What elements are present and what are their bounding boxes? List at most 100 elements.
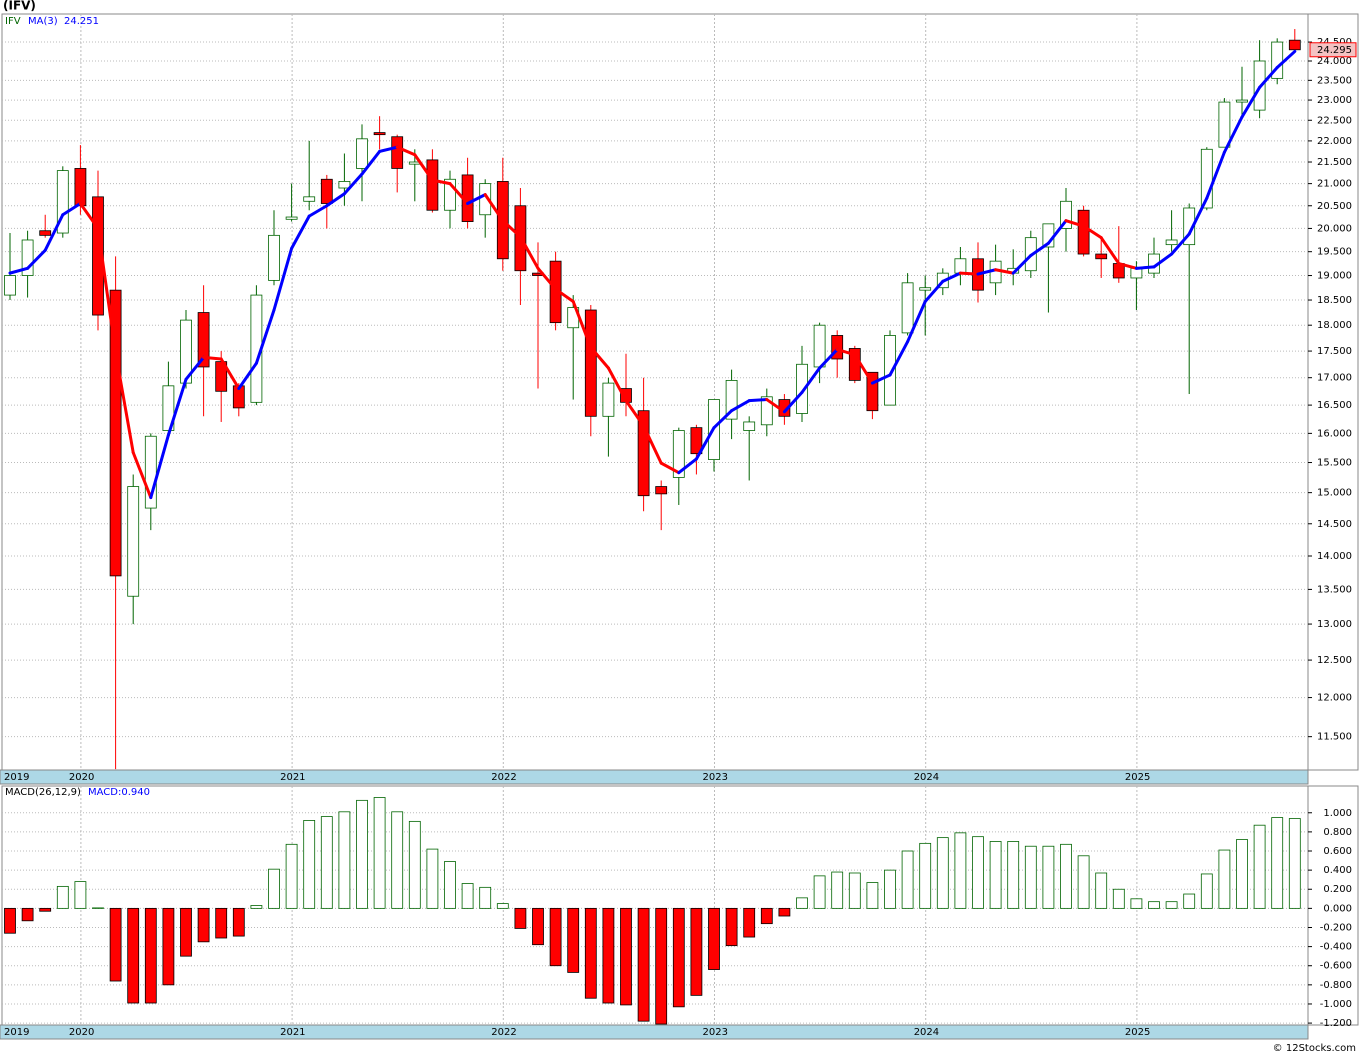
macd-bar — [180, 907, 192, 957]
candle-body — [1095, 253, 1108, 260]
candle-body — [373, 132, 386, 136]
ma-segment — [1187, 196, 1209, 236]
y-tick-label: 1.000 — [1323, 808, 1352, 819]
candle-body — [285, 216, 298, 220]
candle-body — [760, 396, 773, 426]
x-tick-label: 2025 — [1125, 1027, 1150, 1038]
macd-bar — [866, 882, 879, 909]
macd-bar — [496, 903, 509, 909]
legend-name: MACD(26,12,9) — [5, 787, 81, 798]
x-tick-label: 2019 — [4, 772, 29, 783]
macd-bar — [162, 907, 175, 986]
candle-body — [391, 136, 404, 169]
x-tick-label: 2020 — [69, 1027, 94, 1038]
macd-bar — [989, 841, 1002, 909]
candle-body — [1060, 200, 1072, 229]
macd-bar — [1183, 893, 1196, 909]
y-tick-label: -1.200 — [1320, 1018, 1352, 1029]
ma-segment — [378, 145, 399, 153]
candle-body — [1236, 99, 1248, 103]
macd-bar — [74, 881, 87, 909]
candle-body — [1077, 209, 1090, 255]
ma-segment — [325, 192, 346, 208]
macd-bar — [92, 907, 104, 909]
candle-body — [725, 379, 738, 420]
ma-segment — [202, 355, 223, 361]
ma-segment — [149, 433, 170, 500]
macd-bar — [373, 797, 386, 909]
macd-bar — [1042, 845, 1055, 909]
macd-bar — [760, 907, 773, 925]
macd-bar — [936, 837, 949, 909]
ma-segment — [1117, 262, 1138, 270]
ma-segment — [483, 193, 505, 223]
ma-segment — [518, 235, 540, 270]
x-tick-label: 2022 — [491, 1027, 516, 1038]
ma-segment — [782, 390, 804, 414]
ma-segment — [430, 178, 452, 186]
ma-segment — [1275, 49, 1297, 70]
macd-bar — [391, 811, 404, 909]
ma-segment — [730, 399, 751, 413]
y-tick-label: 0.200 — [1323, 884, 1352, 895]
ma-segment — [1170, 232, 1191, 256]
ma-segment — [853, 353, 874, 385]
y-tick-label: 14.000 — [1317, 551, 1352, 562]
macd-bar — [954, 832, 967, 909]
macd-bar — [690, 907, 703, 996]
x-tick-label: 2021 — [280, 1027, 305, 1038]
x-tick-label: 2020 — [69, 772, 94, 783]
y-tick-label: 0.400 — [1323, 865, 1352, 876]
y-tick-label: -0.200 — [1320, 922, 1352, 933]
x-axis-band — [0, 769, 1309, 785]
ma-segment — [413, 153, 434, 182]
macd-bar — [796, 897, 808, 909]
ma-segment — [1222, 115, 1244, 154]
ma-segment — [589, 345, 610, 370]
legend-symbol: IFV — [5, 16, 21, 27]
macd-bar — [1095, 872, 1108, 909]
y-tick-label: -0.600 — [1320, 961, 1352, 972]
ma-segment — [254, 308, 276, 365]
macd-bar — [1007, 841, 1020, 909]
macd-bar — [549, 907, 562, 967]
y-tick-label: 19.000 — [1317, 271, 1352, 282]
candle-body — [796, 363, 808, 414]
y-tick-label: 23.000 — [1317, 95, 1352, 106]
macd-bar — [268, 868, 280, 909]
candle-body — [655, 486, 668, 495]
candle-body — [901, 282, 914, 334]
ma-segment — [800, 366, 822, 394]
macd-bar — [1271, 817, 1284, 909]
candle-body — [268, 234, 280, 281]
ma-segment — [1240, 85, 1262, 119]
macd-bar — [620, 907, 632, 1006]
macd-bar — [584, 907, 597, 999]
ma-segment — [1099, 236, 1121, 266]
candle-body — [144, 435, 157, 509]
ma-segment — [131, 451, 153, 500]
ma-segment — [994, 268, 1015, 275]
ma-segment — [1082, 224, 1103, 240]
ma-segment — [1258, 66, 1279, 89]
macd-bar — [356, 799, 368, 909]
ma-segment — [1011, 253, 1033, 275]
macd-bar — [602, 907, 615, 1004]
candle-body — [1288, 39, 1301, 51]
candle-body — [197, 312, 210, 368]
ma-segment — [466, 193, 487, 206]
ma-segment — [554, 287, 575, 304]
candle-body — [479, 183, 492, 216]
ma-segment — [642, 424, 663, 465]
ma-segment — [941, 271, 962, 283]
ma-segment — [1046, 219, 1068, 245]
macd-bar — [884, 869, 896, 909]
macd-bar — [303, 820, 316, 909]
macd-bar — [1218, 849, 1231, 909]
x-tick-label: 2019 — [4, 1027, 29, 1038]
y-tick-label: 24.000 — [1317, 56, 1352, 67]
y-tick-label: 18.500 — [1317, 295, 1352, 306]
candle-body — [338, 181, 351, 189]
ma-segment — [677, 457, 698, 475]
